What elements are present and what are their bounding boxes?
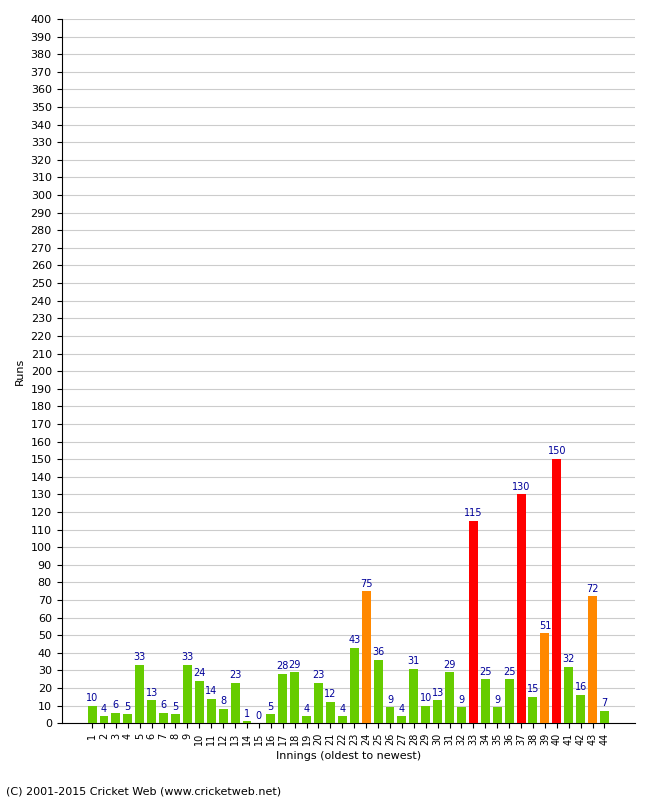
Text: 31: 31 bbox=[408, 656, 420, 666]
Bar bbox=[504, 679, 514, 723]
Text: 4: 4 bbox=[304, 703, 309, 714]
Text: 29: 29 bbox=[289, 659, 301, 670]
Text: 0: 0 bbox=[256, 710, 262, 721]
Bar bbox=[338, 716, 346, 723]
Bar bbox=[540, 634, 549, 723]
Bar bbox=[159, 713, 168, 723]
Text: 75: 75 bbox=[360, 578, 372, 589]
Bar bbox=[361, 591, 370, 723]
Bar bbox=[552, 459, 561, 723]
Text: 25: 25 bbox=[503, 666, 515, 677]
Bar bbox=[278, 674, 287, 723]
Bar bbox=[88, 706, 97, 723]
Bar bbox=[457, 707, 466, 723]
Bar bbox=[111, 713, 120, 723]
Bar bbox=[290, 672, 299, 723]
Text: 10: 10 bbox=[420, 693, 432, 703]
Bar bbox=[517, 494, 525, 723]
Bar bbox=[171, 714, 180, 723]
Bar bbox=[493, 707, 502, 723]
Bar bbox=[350, 647, 359, 723]
X-axis label: Innings (oldest to newest): Innings (oldest to newest) bbox=[276, 751, 421, 761]
Y-axis label: Runs: Runs bbox=[15, 358, 25, 385]
Bar bbox=[433, 700, 442, 723]
Text: 4: 4 bbox=[399, 703, 405, 714]
Text: 29: 29 bbox=[443, 659, 456, 670]
Bar bbox=[207, 698, 216, 723]
Text: 12: 12 bbox=[324, 690, 337, 699]
Bar bbox=[124, 714, 133, 723]
Text: 130: 130 bbox=[512, 482, 530, 492]
Bar bbox=[564, 667, 573, 723]
Bar bbox=[147, 700, 156, 723]
Text: 6: 6 bbox=[113, 700, 119, 710]
Text: 14: 14 bbox=[205, 686, 217, 696]
Text: 4: 4 bbox=[101, 703, 107, 714]
Text: 5: 5 bbox=[268, 702, 274, 712]
Text: 28: 28 bbox=[276, 662, 289, 671]
Text: 23: 23 bbox=[312, 670, 324, 680]
Text: 23: 23 bbox=[229, 670, 241, 680]
Bar bbox=[314, 682, 323, 723]
Text: 9: 9 bbox=[387, 694, 393, 705]
Text: 15: 15 bbox=[526, 684, 539, 694]
Text: 5: 5 bbox=[172, 702, 179, 712]
Text: 9: 9 bbox=[458, 694, 465, 705]
Bar bbox=[445, 672, 454, 723]
Text: 24: 24 bbox=[193, 668, 205, 678]
Bar bbox=[326, 702, 335, 723]
Text: 13: 13 bbox=[146, 688, 158, 698]
Text: 10: 10 bbox=[86, 693, 98, 703]
Text: 5: 5 bbox=[125, 702, 131, 712]
Text: 33: 33 bbox=[134, 653, 146, 662]
Bar bbox=[588, 597, 597, 723]
Text: 16: 16 bbox=[575, 682, 587, 693]
Text: 6: 6 bbox=[161, 700, 166, 710]
Text: 33: 33 bbox=[181, 653, 194, 662]
Text: 150: 150 bbox=[547, 446, 566, 457]
Text: 1: 1 bbox=[244, 709, 250, 719]
Bar bbox=[385, 707, 395, 723]
Text: 43: 43 bbox=[348, 635, 360, 645]
Bar bbox=[135, 665, 144, 723]
Text: (C) 2001-2015 Cricket Web (www.cricketweb.net): (C) 2001-2015 Cricket Web (www.cricketwe… bbox=[6, 786, 281, 796]
Bar bbox=[410, 669, 418, 723]
Bar bbox=[231, 682, 240, 723]
Text: 51: 51 bbox=[539, 621, 551, 630]
Bar bbox=[600, 711, 609, 723]
Bar bbox=[99, 716, 109, 723]
Text: 8: 8 bbox=[220, 697, 226, 706]
Text: 32: 32 bbox=[562, 654, 575, 664]
Bar bbox=[242, 722, 252, 723]
Text: 25: 25 bbox=[479, 666, 491, 677]
Text: 4: 4 bbox=[339, 703, 345, 714]
Text: 72: 72 bbox=[586, 584, 599, 594]
Bar bbox=[469, 521, 478, 723]
Bar bbox=[528, 697, 538, 723]
Bar bbox=[421, 706, 430, 723]
Text: 115: 115 bbox=[464, 508, 483, 518]
Bar bbox=[266, 714, 276, 723]
Bar bbox=[183, 665, 192, 723]
Bar bbox=[218, 709, 227, 723]
Bar bbox=[481, 679, 489, 723]
Text: 36: 36 bbox=[372, 647, 384, 658]
Bar bbox=[302, 716, 311, 723]
Text: 9: 9 bbox=[494, 694, 500, 705]
Text: 7: 7 bbox=[601, 698, 608, 708]
Bar bbox=[576, 695, 585, 723]
Bar bbox=[374, 660, 382, 723]
Text: 13: 13 bbox=[432, 688, 444, 698]
Bar bbox=[397, 716, 406, 723]
Bar bbox=[195, 681, 204, 723]
